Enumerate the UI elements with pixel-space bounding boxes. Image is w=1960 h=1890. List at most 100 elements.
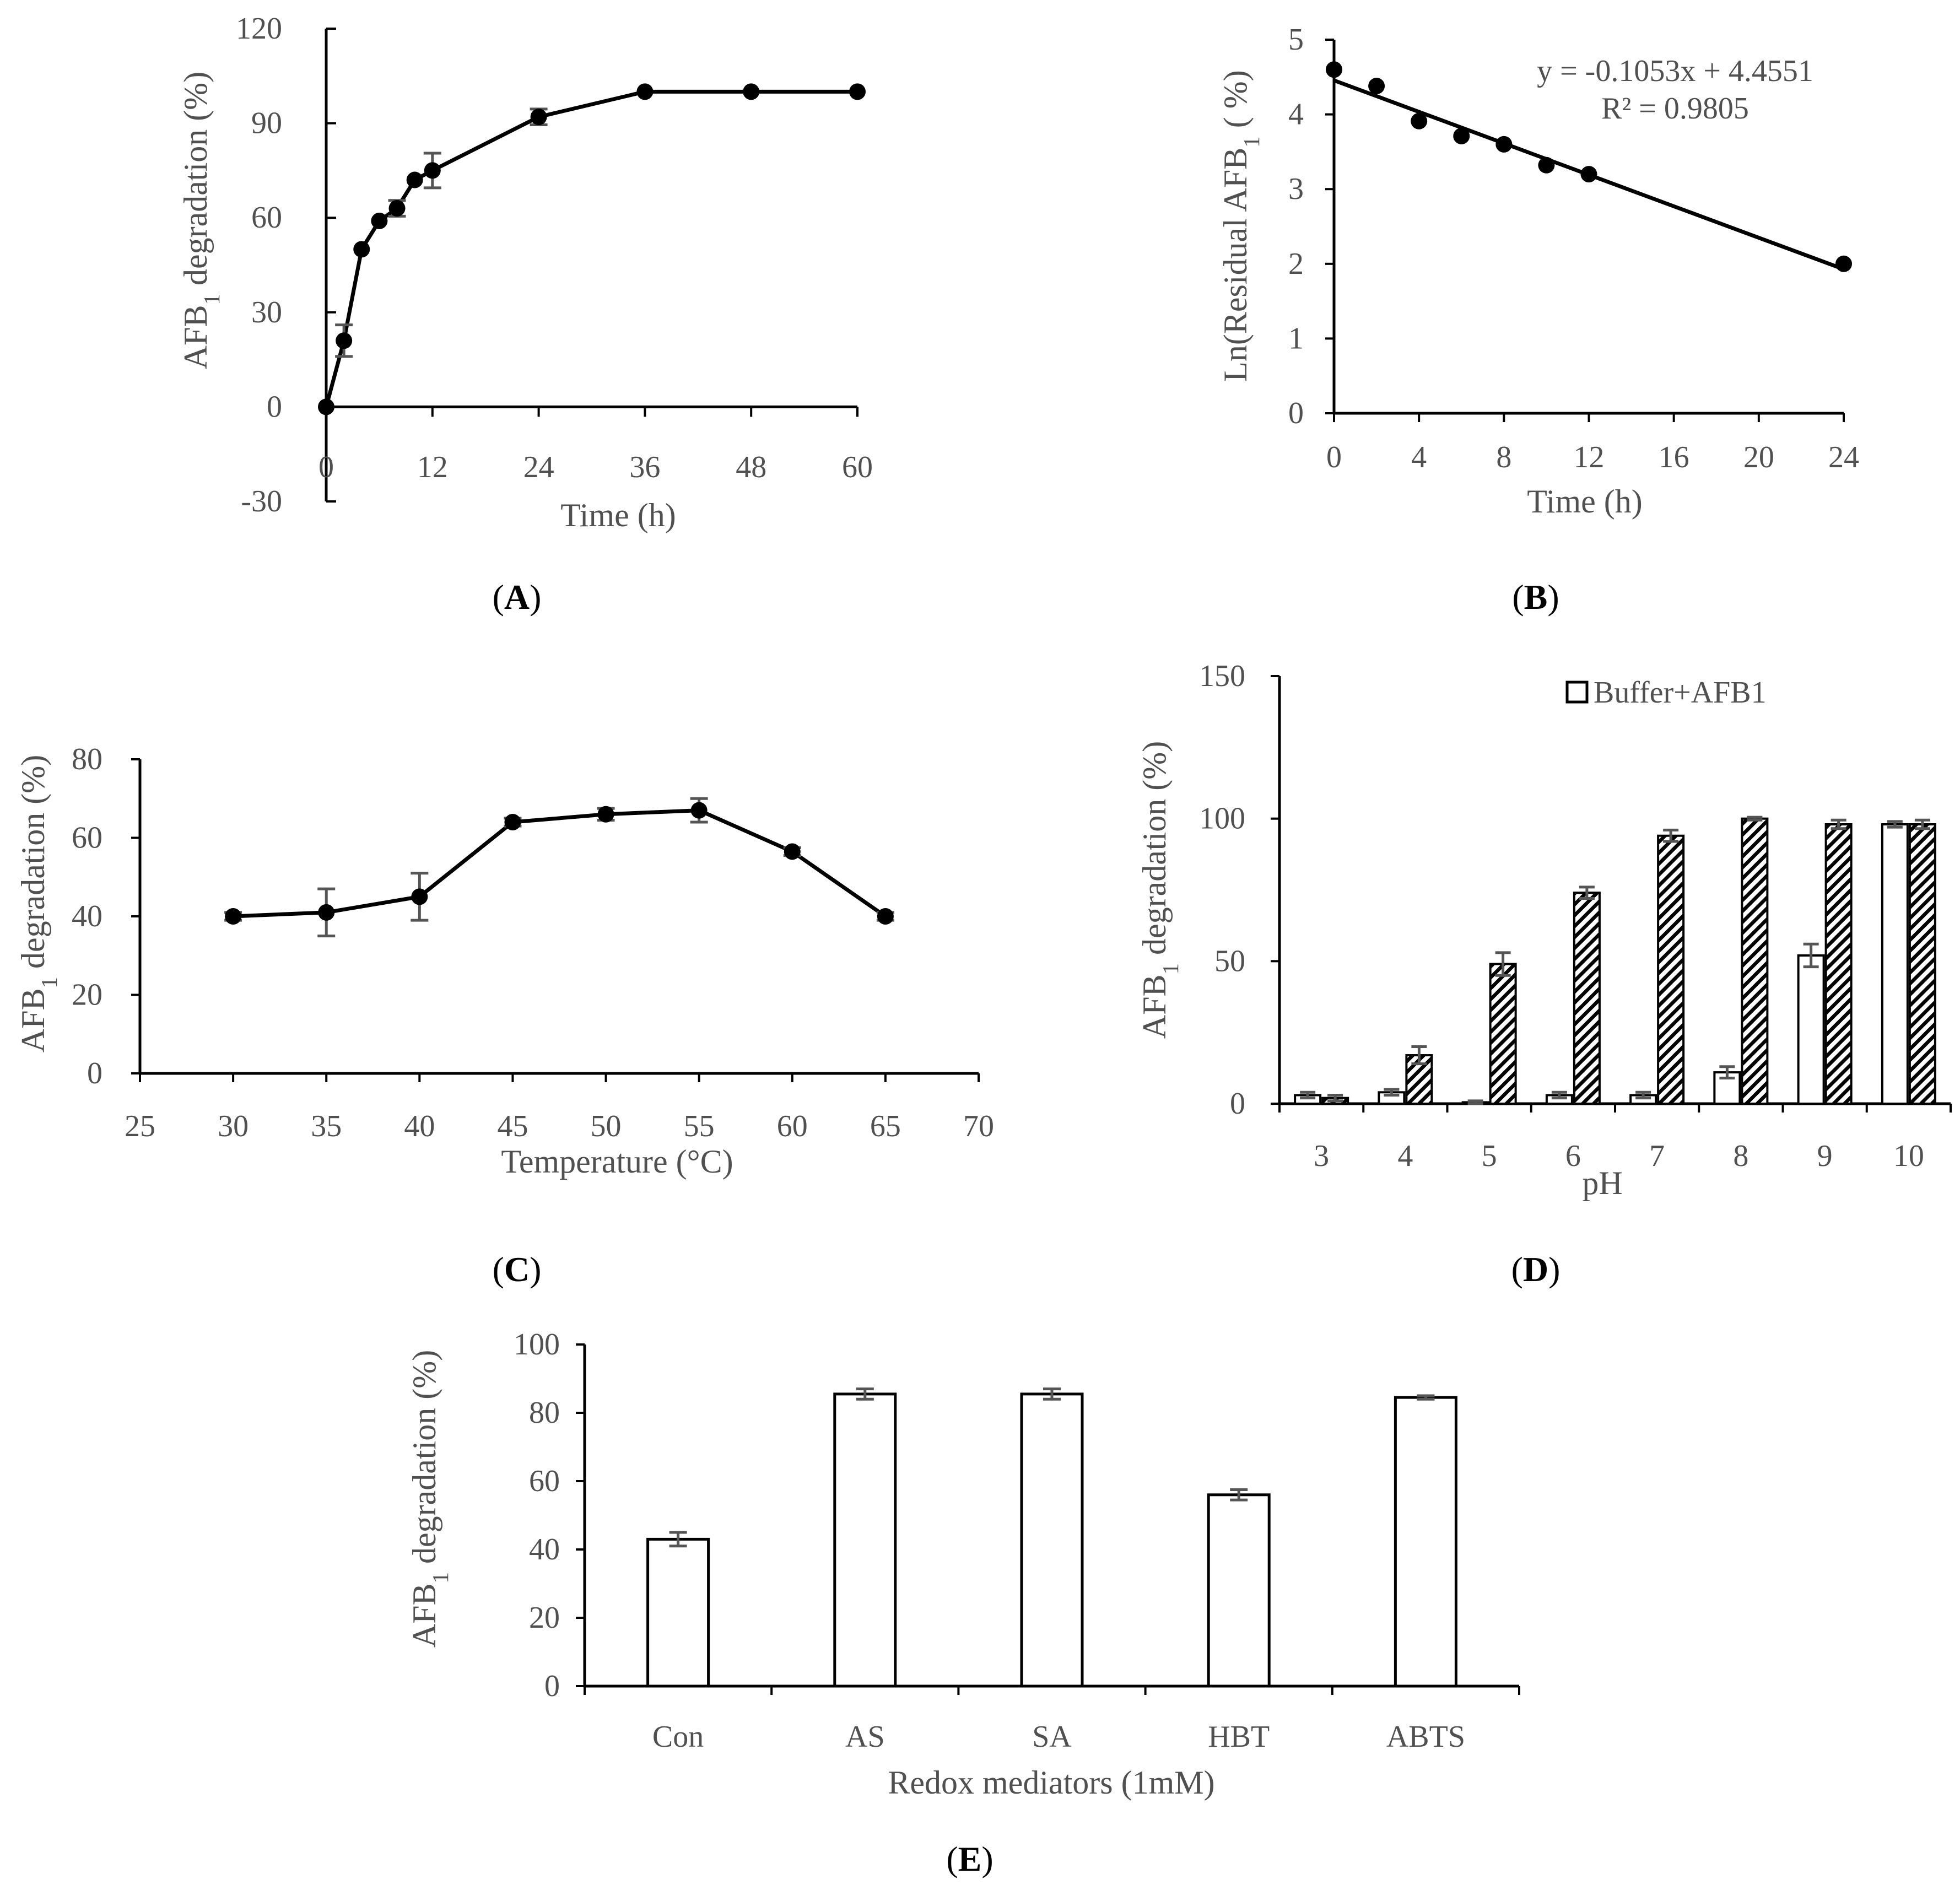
panel-label: (D): [1511, 1250, 1561, 1289]
error-bar: [1417, 1394, 1435, 1401]
y-tick-label: 150: [1199, 659, 1245, 693]
panel-label: (B): [1512, 577, 1559, 617]
error-bar: [1803, 942, 1819, 969]
x-tick-label: 4: [1397, 1139, 1413, 1173]
error-bar: [1579, 885, 1595, 900]
y-tick-label: 60: [529, 1464, 560, 1498]
data-point: [424, 162, 441, 179]
x-tick-label: 10: [1893, 1139, 1924, 1173]
bar-enzyme: [1741, 817, 1769, 1105]
y-tick-label: 0: [1288, 396, 1304, 430]
bar-enzyme: [1573, 892, 1601, 1105]
y-tick-label: 80: [529, 1396, 560, 1430]
y-tick-label: 40: [72, 899, 102, 933]
x-tick-label: 35: [311, 1109, 342, 1143]
x-tick-label: 48: [736, 450, 766, 484]
x-tick-label: SA: [1032, 1720, 1072, 1754]
panel-d-ph: 0 50 100 150 3 4 5 6 7 8 9 10 pH AFB1 degradation (%)…: [1136, 659, 1952, 1289]
data-point: [877, 908, 894, 925]
x-tick-label: 12: [417, 450, 448, 484]
legend-label: Buffer+AFB1: [1594, 676, 1767, 710]
x-tick-label: 12: [1574, 440, 1605, 474]
bar-enzyme: [1824, 823, 1853, 1105]
bar: [833, 1392, 897, 1688]
data-point: [1835, 255, 1852, 272]
x-tick-label: 8: [1496, 440, 1511, 474]
data-point: [1326, 61, 1342, 78]
x-tick-label: 8: [1733, 1139, 1748, 1173]
error-bar: [1635, 1090, 1651, 1100]
error-bar: [1719, 1065, 1735, 1079]
data-point: [690, 802, 708, 819]
data-point: [1538, 156, 1555, 174]
x-tick-label: 4: [1411, 440, 1427, 474]
data-point: [1580, 166, 1597, 183]
y-axis-title: AFB1 degradation (%): [15, 755, 62, 1052]
y-tick-label: 100: [1199, 802, 1245, 836]
x-tick-label: 24: [1828, 440, 1859, 474]
data-point: [371, 212, 388, 229]
error-bar: [1327, 1093, 1343, 1103]
y-tick-label: 20: [529, 1601, 560, 1635]
data-point: [411, 888, 428, 905]
x-tick-label: 25: [125, 1109, 155, 1143]
x-tick-label: 60: [777, 1109, 808, 1143]
data-point: [1453, 127, 1470, 144]
data-point: [353, 241, 370, 258]
data-point: [743, 83, 760, 100]
data-point: [530, 109, 547, 126]
x-tick-label: 24: [523, 450, 554, 484]
series-line: [324, 89, 857, 408]
bar-enzyme: [1657, 834, 1685, 1105]
y-axis-title: AFB1 degradation (%): [1136, 741, 1183, 1039]
y-tick-label: -30: [241, 484, 282, 519]
y-tick-label: 120: [236, 12, 282, 46]
x-axis-title: Time (h): [1527, 483, 1642, 520]
y-tick-label: 100: [514, 1327, 560, 1362]
bar-buffer: [1881, 823, 1909, 1105]
y-tick-label: 4: [1288, 98, 1304, 132]
error-bar: [1551, 1090, 1567, 1100]
y-tick-label: 3: [1288, 172, 1304, 206]
panel-label: (C): [493, 1250, 542, 1289]
error-bar: [1411, 1045, 1427, 1066]
x-axis-title: Time (h): [560, 497, 676, 533]
y-tick-label: 0: [544, 1669, 560, 1703]
bar-enzyme: [1908, 823, 1936, 1105]
data-point: [849, 83, 866, 100]
y-tick-label: 60: [251, 201, 282, 235]
y-tick-label: 30: [251, 295, 282, 330]
error-bar: [669, 1531, 687, 1548]
y-axis-title: Ln(Residual AFB1 ( %): [1217, 70, 1264, 381]
bar: [1394, 1396, 1457, 1688]
y-tick-label: 0: [267, 390, 282, 424]
y-tick-label: 50: [1214, 944, 1245, 978]
data-point: [318, 904, 335, 921]
series-line: [233, 808, 887, 919]
data-point: [784, 843, 801, 860]
y-tick-label: 40: [529, 1532, 560, 1567]
y-tick-label: 60: [72, 821, 102, 855]
y-tick-label: 2: [1288, 247, 1304, 281]
x-tick-label: 7: [1649, 1139, 1665, 1173]
x-tick-label: Con: [652, 1720, 704, 1754]
x-tick-label: AS: [845, 1720, 885, 1754]
panel-e-redox-mediators: 0 20 40 60 80 100 Con AS SA HBT ABTS Redox mediator…: [406, 1327, 1520, 1878]
data-point: [318, 398, 334, 415]
x-tick-label: 45: [497, 1109, 528, 1143]
x-tick-label: ABTS: [1386, 1720, 1465, 1754]
error-bar: [1043, 1387, 1061, 1401]
data-point: [1411, 112, 1428, 129]
x-tick-label: 0: [318, 450, 334, 484]
error-bar: [1914, 818, 1930, 830]
error-bar: [1230, 1488, 1248, 1502]
y-axis-title: AFB1 degradation (%): [177, 72, 224, 369]
error-bar: [1467, 1099, 1483, 1105]
data-point: [406, 171, 423, 188]
legend-swatch: [1565, 681, 1589, 704]
error-bar: [1384, 1088, 1400, 1097]
x-tick-label: 30: [218, 1109, 249, 1143]
bar-buffer: [1797, 954, 1825, 1105]
